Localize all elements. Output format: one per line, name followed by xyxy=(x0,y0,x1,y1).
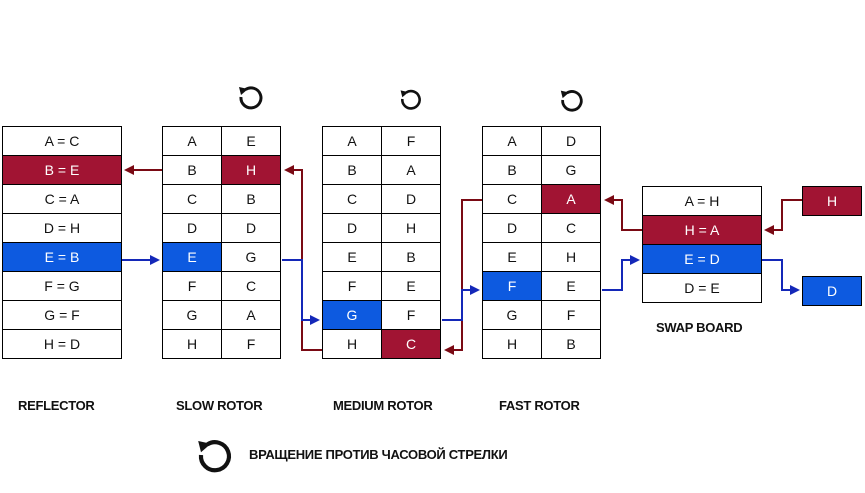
rotor-cell: G xyxy=(541,155,601,185)
reflector-caption: REFLECTOR xyxy=(18,398,95,413)
rotor-cell-highlighted: E xyxy=(162,242,222,272)
swap-row-highlighted: E = D xyxy=(642,244,762,274)
rotor-cell: F xyxy=(381,126,441,156)
swap-row-highlighted: H = A xyxy=(642,215,762,245)
reflector-row: C = A xyxy=(2,184,122,214)
rotor-cell: B xyxy=(221,184,281,214)
rotor-cell: A xyxy=(322,126,382,156)
forward-wire xyxy=(604,195,642,231)
medium-rotor-caption: MEDIUM ROTOR xyxy=(333,398,433,413)
reflector-row: G = F xyxy=(2,300,122,330)
swap-row: D = E xyxy=(642,273,762,303)
reflector-row: H = D xyxy=(2,329,122,359)
rotor-cell: D xyxy=(162,213,222,243)
counterclockwise-rotation-icon xyxy=(198,440,232,473)
counterclockwise-rotation-icon xyxy=(560,90,583,112)
rotor-cell: G xyxy=(482,300,542,330)
fast-rotor-caption: FAST ROTOR xyxy=(499,398,580,413)
swap-row: A = H xyxy=(642,186,762,216)
rotor-cell: E xyxy=(381,271,441,301)
rotor-cell-highlighted: F xyxy=(482,271,542,301)
forward-wire xyxy=(444,199,482,355)
rotor-cell: H xyxy=(482,329,542,359)
rotor-cell-highlighted: G xyxy=(322,300,382,330)
rotor-cell: F xyxy=(541,300,601,330)
rotor-cell: C xyxy=(482,184,542,214)
return-wire xyxy=(602,255,640,291)
rotor-cell-highlighted: H xyxy=(221,155,281,185)
rotor-cell-highlighted: C xyxy=(381,329,441,359)
reflector-row: F = G xyxy=(2,271,122,301)
rotor-cell: H xyxy=(162,329,222,359)
return-wire xyxy=(442,285,480,321)
reflector-table: A = C B = E C = A D = H E = B F = G G = … xyxy=(2,126,122,359)
input-letter-box: H xyxy=(802,186,862,216)
rotor-cell-highlighted: A xyxy=(541,184,601,214)
reflector-row: A = C xyxy=(2,126,122,156)
rotor-cell: B xyxy=(482,155,542,185)
rotor-cell: F xyxy=(381,300,441,330)
rotor-cell: C xyxy=(541,213,601,243)
rotor-cell: G xyxy=(162,300,222,330)
swap-board-table: A = H H = A E = D D = E xyxy=(642,186,762,303)
reflector-row-highlighted: E = B xyxy=(2,242,122,272)
rotor-cell: F xyxy=(221,329,281,359)
legend-label: ВРАЩЕНИЕ ПРОТИВ ЧАСОВОЙ СТРЕЛКИ xyxy=(249,447,508,462)
rotor-cell: F xyxy=(162,271,222,301)
rotor-cell: A xyxy=(482,126,542,156)
slow-rotor-caption: SLOW ROTOR xyxy=(176,398,263,413)
counterclockwise-rotation-icon xyxy=(239,86,263,110)
return-wire xyxy=(282,259,320,325)
counterclockwise-rotation-icon xyxy=(400,89,421,110)
rotor-cell: H xyxy=(322,329,382,359)
rotor-cell: C xyxy=(162,184,222,214)
reflector-row-highlighted: B = E xyxy=(2,155,122,185)
output-letter-box: D xyxy=(802,276,862,306)
return-wire xyxy=(762,259,800,295)
rotor-cell: A xyxy=(162,126,222,156)
rotor-cell: D xyxy=(381,184,441,214)
rotor-cell: B xyxy=(541,329,601,359)
forward-wire xyxy=(764,199,802,235)
swap-board-caption: SWAP BOARD xyxy=(656,320,743,335)
